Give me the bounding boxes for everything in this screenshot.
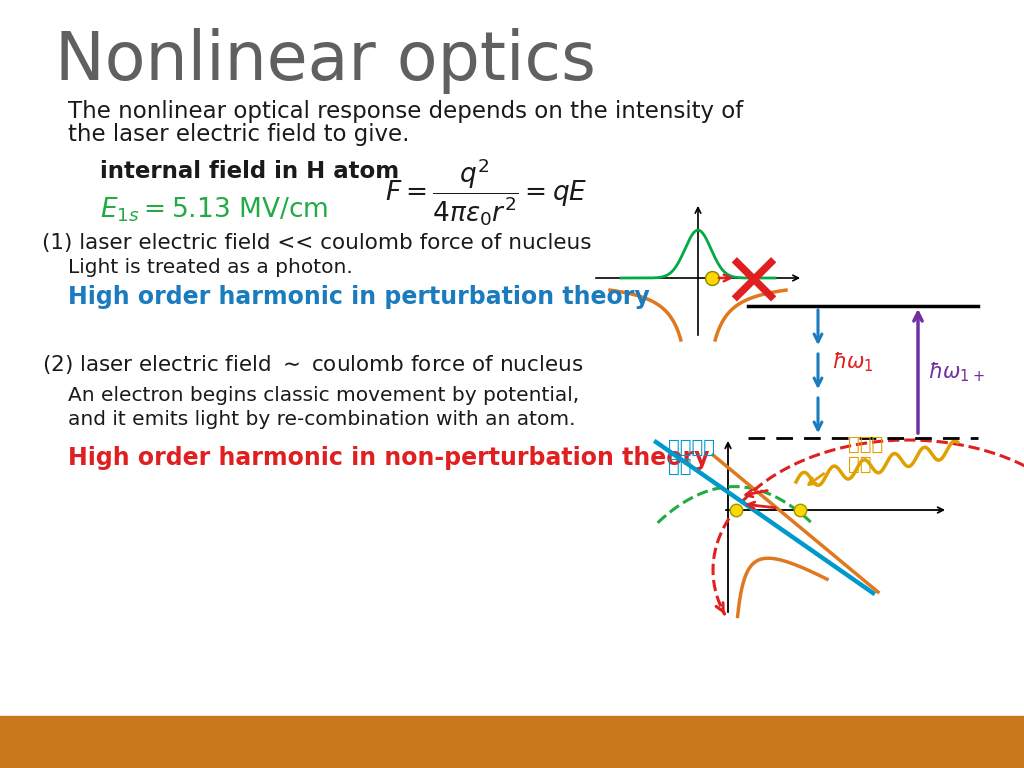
Bar xyxy=(0,716,1024,768)
Text: $\hbar\omega_{1+}$: $\hbar\omega_{1+}$ xyxy=(928,360,985,384)
Text: and it emits light by re-combination with an atom.: and it emits light by re-combination wit… xyxy=(68,410,575,429)
Text: The nonlinear optical response depends on the intensity of: The nonlinear optical response depends o… xyxy=(68,100,743,123)
Text: Light is treated as a photon.: Light is treated as a photon. xyxy=(68,258,352,277)
Text: High order harmonic in perturbation theory: High order harmonic in perturbation theo… xyxy=(68,285,650,309)
Text: High order harmonic in non-perturbation theory: High order harmonic in non-perturbation … xyxy=(68,446,710,470)
Text: internal field in H atom: internal field in H atom xyxy=(100,160,399,183)
Text: An electron begins classic movement by potential,: An electron begins classic movement by p… xyxy=(68,386,580,405)
Text: (2) laser electric field $\sim$ coulomb force of nucleus: (2) laser electric field $\sim$ coulomb … xyxy=(42,353,584,376)
Text: the laser electric field to give.: the laser electric field to give. xyxy=(68,123,410,146)
Text: Nonlinear optics: Nonlinear optics xyxy=(55,28,596,94)
Text: 発光: 発光 xyxy=(848,455,871,474)
Text: 再結合: 再結合 xyxy=(848,435,884,454)
Text: レーザー: レーザー xyxy=(668,438,715,457)
Text: ✕: ✕ xyxy=(721,249,785,323)
Text: 電場: 電場 xyxy=(668,457,691,476)
Text: $F = \dfrac{q^2}{4\pi\varepsilon_0 r^2} = qE$: $F = \dfrac{q^2}{4\pi\varepsilon_0 r^2} … xyxy=(385,156,588,228)
Text: $E_{1s} = 5.13\ \mathrm{MV/cm}$: $E_{1s} = 5.13\ \mathrm{MV/cm}$ xyxy=(100,196,328,224)
Text: (1) laser electric field << coulomb force of nucleus: (1) laser electric field << coulomb forc… xyxy=(42,233,592,253)
Text: $\hbar\omega_1$: $\hbar\omega_1$ xyxy=(831,350,873,374)
